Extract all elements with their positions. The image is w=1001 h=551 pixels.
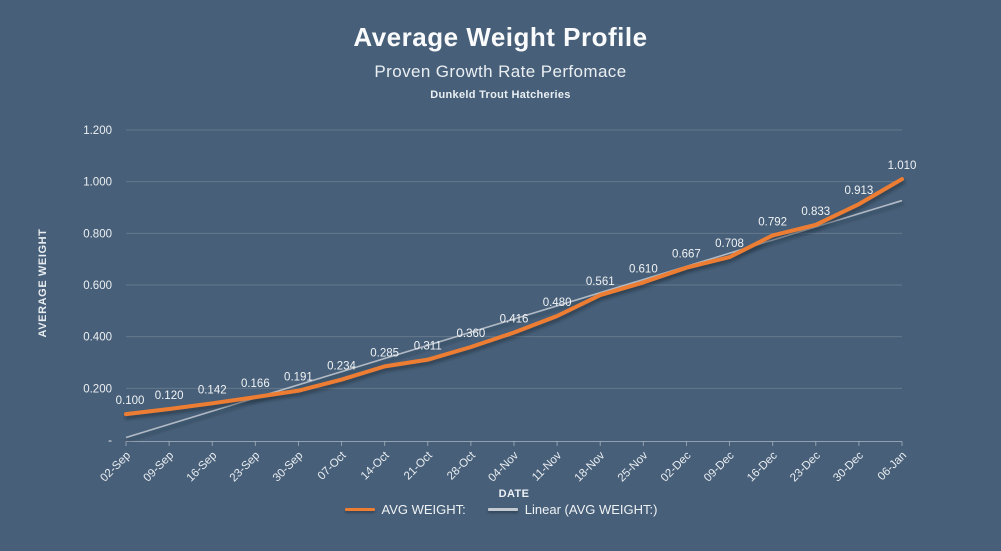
x-tick-label: 18-Nov bbox=[573, 449, 608, 484]
y-tick-label: 0.600 bbox=[83, 280, 112, 292]
chart-legend: AVG WEIGHT: Linear (AVG WEIGHT:) bbox=[112, 502, 890, 517]
x-tick-label: 02-Sep bbox=[98, 450, 133, 485]
data-label: 0.667 bbox=[672, 249, 701, 261]
data-label: 0.191 bbox=[284, 372, 313, 384]
x-axis-title: DATE bbox=[498, 488, 530, 500]
data-label: 0.234 bbox=[327, 361, 356, 373]
data-label: 0.311 bbox=[414, 341, 442, 353]
y-axis-labels: - 0.200 0.400 0.600 0.800 1.000 1.200 bbox=[83, 125, 112, 447]
x-tick-label: 11-Nov bbox=[530, 449, 564, 483]
y-gridlines bbox=[126, 129, 902, 389]
avg-weight-line bbox=[124, 177, 904, 417]
avg-weight-line-swatch bbox=[344, 508, 375, 511]
data-label: 0.142 bbox=[198, 384, 227, 396]
x-tick-label: 21-Oct bbox=[402, 449, 435, 482]
data-label: 0.708 bbox=[715, 238, 744, 250]
x-tick-label: 14-Oct bbox=[359, 449, 392, 482]
linear-trendline-swatch bbox=[487, 508, 518, 511]
data-label: 0.833 bbox=[801, 206, 830, 218]
data-label: 0.610 bbox=[629, 263, 658, 275]
x-tick-label: 02-Dec bbox=[659, 449, 694, 484]
x-tick-label: 30-Sep bbox=[271, 450, 306, 485]
chart-subtitle: Proven Growth Rate Perfomace bbox=[374, 62, 627, 81]
y-tick-label: 1.000 bbox=[83, 177, 112, 189]
y-tick-label: 0.200 bbox=[83, 383, 112, 395]
chart-org-caption: Dunkeld Trout Hatcheries bbox=[430, 89, 571, 101]
data-label: 0.792 bbox=[758, 216, 787, 228]
data-label: 0.561 bbox=[586, 276, 615, 288]
chart-title: Average Weight Profile bbox=[353, 22, 648, 52]
y-tick-label: 1.200 bbox=[83, 125, 112, 137]
legend-label-linear-trend: Linear (AVG WEIGHT:) bbox=[524, 502, 658, 517]
legend-item-linear-trend: Linear (AVG WEIGHT:) bbox=[487, 502, 658, 517]
x-tick-label: 30-Dec bbox=[831, 449, 866, 484]
x-axis bbox=[125, 441, 903, 446]
data-label: 0.166 bbox=[241, 378, 270, 390]
data-labels: 0.100 0.120 0.142 0.166 0.191 0.234 0.285 0.311… bbox=[116, 160, 917, 407]
legend-label-avg-weight: AVG WEIGHT: bbox=[381, 502, 466, 517]
legend-item-avg-weight: AVG WEIGHT: bbox=[344, 502, 466, 517]
chart-header: Average Weight Profile Proven Growth Rat… bbox=[0, 22, 1001, 101]
x-tick-label: 09-Dec bbox=[702, 449, 737, 484]
x-tick-label: 28-Oct bbox=[445, 449, 478, 482]
x-tick-label: 16-Sep bbox=[185, 450, 220, 485]
x-tick-label: 04-Nov bbox=[486, 449, 521, 484]
data-label: 0.285 bbox=[370, 347, 399, 359]
data-label: 0.416 bbox=[500, 314, 529, 326]
y-axis-title: AVERAGE WEIGHT bbox=[37, 228, 49, 338]
data-label: 0.913 bbox=[844, 185, 873, 197]
x-tick-label: 23-Sep bbox=[228, 450, 263, 485]
data-label: 1.010 bbox=[888, 160, 917, 172]
x-tick-label: 25-Nov bbox=[616, 449, 651, 484]
x-tick-label: 06-Jan bbox=[876, 450, 909, 483]
data-label: 0.360 bbox=[456, 328, 485, 340]
x-axis-labels: 02-Sep 09-Sep 16-Sep 23-Sep 30-Sep 07-Oct 14-O… bbox=[98, 449, 909, 484]
x-tick-label: 23-Dec bbox=[788, 449, 823, 484]
data-label: 0.100 bbox=[116, 395, 145, 407]
x-tick-label: 16-Dec bbox=[745, 449, 780, 484]
x-tick-label: 09-Sep bbox=[142, 450, 177, 485]
y-tick-label: 0.400 bbox=[83, 332, 112, 344]
y-tick-label: - bbox=[108, 435, 112, 447]
x-tick-label: 07-Oct bbox=[316, 449, 349, 482]
data-label: 0.120 bbox=[155, 390, 184, 402]
y-tick-label: 0.800 bbox=[83, 228, 112, 240]
data-label: 0.480 bbox=[543, 297, 572, 309]
